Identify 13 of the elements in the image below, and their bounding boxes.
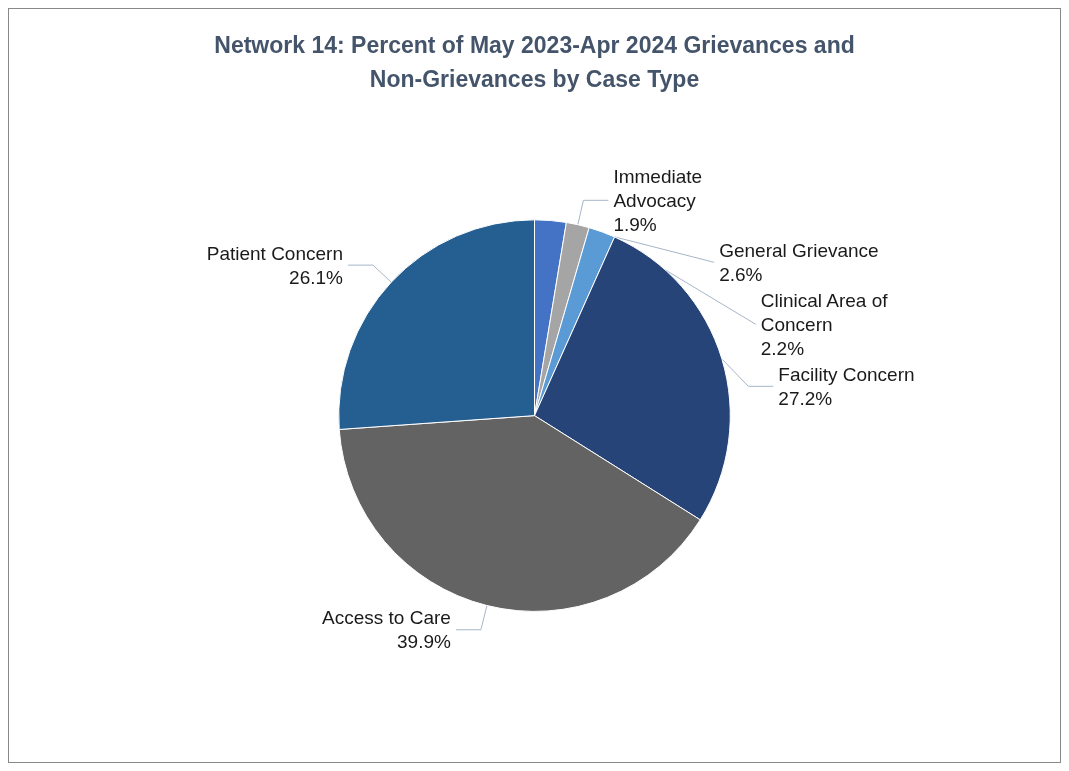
- data-label: 27.2%: [778, 387, 833, 409]
- chart-title: Network 14: Percent of May 2023-Apr 2024 Grievances and Non-Grievances by Case Type: [214, 32, 855, 92]
- slice-label: Facility Concern: [778, 363, 915, 385]
- slice-label: Access to Care: [322, 607, 451, 629]
- data-label: 39.9%: [397, 631, 451, 653]
- data-label: 1.9%: [613, 213, 657, 235]
- data-label: 2.6%: [719, 263, 763, 285]
- slice-label: Immediate Advocacy: [613, 165, 708, 211]
- data-label: 2.2%: [760, 337, 805, 359]
- slice-label: Patient Concern: [206, 242, 343, 264]
- slice-label: General Grievance: [719, 239, 879, 261]
- data-label: 26.1%: [289, 266, 344, 288]
- slice-label: Clinical Area of Concern: [760, 289, 893, 335]
